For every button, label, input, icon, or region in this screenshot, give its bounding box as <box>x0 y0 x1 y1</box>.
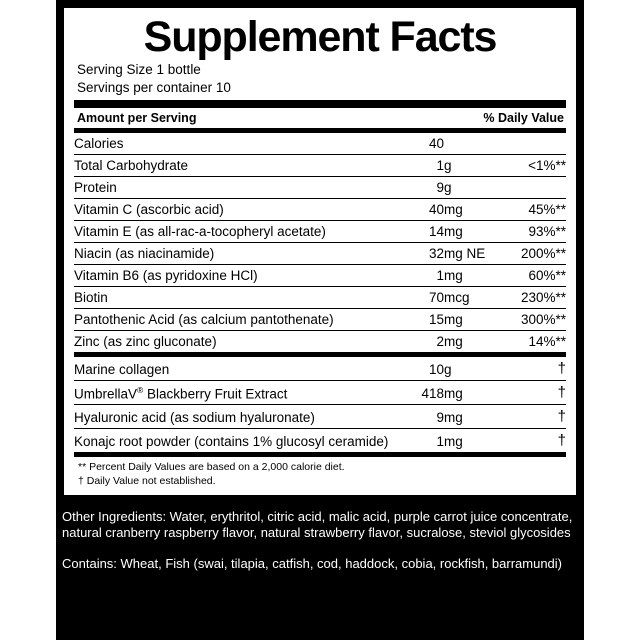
registered-mark: ® <box>137 384 144 395</box>
nutrient-daily-value: † <box>557 432 566 449</box>
nutrient-unit: mg <box>444 404 498 429</box>
nutrient-amount: 10 <box>392 357 444 381</box>
nutrient-unit: mg <box>444 308 498 331</box>
nutrient-amount: 1 <box>392 264 444 287</box>
nutrient-name: Zinc (as zinc gluconate) <box>74 334 217 349</box>
table-row: Calories 40 <box>74 133 566 155</box>
nutrient-unit: mg <box>444 264 498 287</box>
nutrient-daily-value <box>498 176 566 199</box>
nutrient-daily-value: 200%** <box>498 242 566 265</box>
nutrient-unit: mg <box>444 434 463 449</box>
nutrient-amount: 418 <box>392 380 444 405</box>
nutrient-daily-value: 14%** <box>528 334 566 349</box>
nutrient-amount: 70 <box>392 286 444 309</box>
nutrient-unit: mcg <box>444 286 498 309</box>
divider-bar-header <box>74 128 566 133</box>
nutrient-name: Vitamin B6 (as pyridoxine HCl) <box>74 264 392 287</box>
nutrient-daily-value: † <box>498 404 566 429</box>
table-row: Pantothenic Acid (as calcium pantothenat… <box>74 308 566 331</box>
nutrient-amount: 1 <box>392 154 444 177</box>
table-row: Vitamin E (as all-rac-a-tocopheryl aceta… <box>74 220 566 243</box>
table-header-row: Amount per Serving % Daily Value <box>74 108 566 128</box>
nutrient-unit: g <box>444 154 498 177</box>
nutrient-unit <box>444 133 498 155</box>
table-row: UmbrellaV® Blackberry Fruit Extract 418 mg… <box>74 380 566 405</box>
nutrient-amount: 1 <box>436 434 444 449</box>
daily-value-label: % Daily Value <box>483 111 564 125</box>
nutrient-unit: g <box>444 357 498 381</box>
nutrient-name: UmbrellaV® Blackberry Fruit Extract <box>74 380 392 405</box>
nutrient-amount: 40 <box>392 198 444 221</box>
table-row: Vitamin C (ascorbic acid) 40 mg 45%** <box>74 198 566 221</box>
divider-bar-blend <box>74 352 566 357</box>
nutrient-unit: g <box>444 176 498 199</box>
nutrient-name: Calories <box>74 133 392 155</box>
nutrient-amount: 14 <box>392 220 444 243</box>
supplement-facts-box: Supplement Facts Serving Size 1 bottle S… <box>62 6 578 497</box>
nutrient-name: Protein <box>74 176 392 199</box>
nutrient-unit: mg <box>444 334 463 349</box>
nutrient-unit: mg NE <box>444 242 498 265</box>
nutrient-name: Pantothenic Acid (as calcium pantothenat… <box>74 308 392 331</box>
table-row: Marine collagen 10 g † <box>74 357 566 381</box>
table-row: Zinc (as zinc gluconate) 2 mg 14%** <box>74 331 566 353</box>
divider-bar-footnotes <box>74 452 566 457</box>
nutrient-daily-value: 45%** <box>498 198 566 221</box>
nutrient-amount: 32 <box>392 242 444 265</box>
nutrient-name: Biotin <box>74 286 392 309</box>
table-row: Vitamin B6 (as pyridoxine HCl) 1 mg 60%** <box>74 264 566 287</box>
footnote-line: † Daily Value not established. <box>78 474 216 487</box>
nutrient-daily-value: † <box>498 380 566 405</box>
nutrient-daily-value: 60%** <box>498 264 566 287</box>
table-row: Biotin 70 mcg 230%** <box>74 286 566 309</box>
table-row: Hyaluronic acid (as sodium hyaluronate) 9… <box>74 404 566 429</box>
nutrient-daily-value: 93%** <box>498 220 566 243</box>
nutrient-daily-value: 230%** <box>498 286 566 309</box>
nutrient-daily-value <box>498 133 566 155</box>
nutrient-name: Konajc root powder (contains 1% glucosyl… <box>74 434 389 449</box>
table-row: Konajc root powder (contains 1% glucosyl… <box>74 429 566 453</box>
nutrient-daily-value: † <box>498 357 566 381</box>
table-row: Niacin (as niacinamide) 32 mg NE 200%** <box>74 242 566 265</box>
nutrient-amount: 40 <box>392 133 444 155</box>
nutrient-name: Vitamin C (ascorbic acid) <box>74 198 392 221</box>
blend-table: Marine collagen 10 g † UmbrellaV® Blackberry… <box>74 357 566 452</box>
nutrient-unit: mg <box>444 380 498 405</box>
nutrient-amount: 15 <box>392 308 444 331</box>
amount-per-serving-label: Amount per Serving <box>77 111 197 125</box>
nutrient-name: Hyaluronic acid (as sodium hyaluronate) <box>74 404 392 429</box>
table-row: Total Carbohydrate 1 g <1%** <box>74 154 566 177</box>
nutrient-table: Calories 40 Total Carbohydrate 1 g <1%** Prote… <box>74 133 566 352</box>
footnote-line: ** Percent Daily Values are based on a 2… <box>78 461 345 473</box>
nutrient-name: Niacin (as niacinamide) <box>74 242 392 265</box>
footnotes-block: ** Percent Daily Values are based on a 2… <box>74 457 566 491</box>
nutrient-name: Total Carbohydrate <box>74 154 392 177</box>
servings-per-container-text: Servings per container 10 <box>77 80 231 95</box>
nutrient-amount: 2 <box>436 334 444 349</box>
page-title: Supplement Facts <box>143 13 498 61</box>
nutrient-name: Marine collagen <box>74 357 392 381</box>
nutrient-daily-value: <1%** <box>498 154 566 177</box>
nutrient-name: Vitamin E (as all-rac-a-tocopheryl aceta… <box>74 220 392 243</box>
divider-bar-top <box>74 100 566 108</box>
table-row: Protein 9 g <box>74 176 566 199</box>
serving-size-text: Serving Size 1 bottle <box>77 62 201 77</box>
nutrient-amount: 9 <box>392 404 444 429</box>
nutrient-daily-value: 300%** <box>498 308 566 331</box>
nutrient-amount: 9 <box>392 176 444 199</box>
nutrient-unit: mg <box>444 220 498 243</box>
other-ingredients-text: Other Ingredients: Water, erythritol, ci… <box>62 509 573 540</box>
nutrient-unit: mg <box>444 198 498 221</box>
contains-allergens-text: Contains: Wheat, Fish (swai, tilapia, ca… <box>62 556 562 571</box>
